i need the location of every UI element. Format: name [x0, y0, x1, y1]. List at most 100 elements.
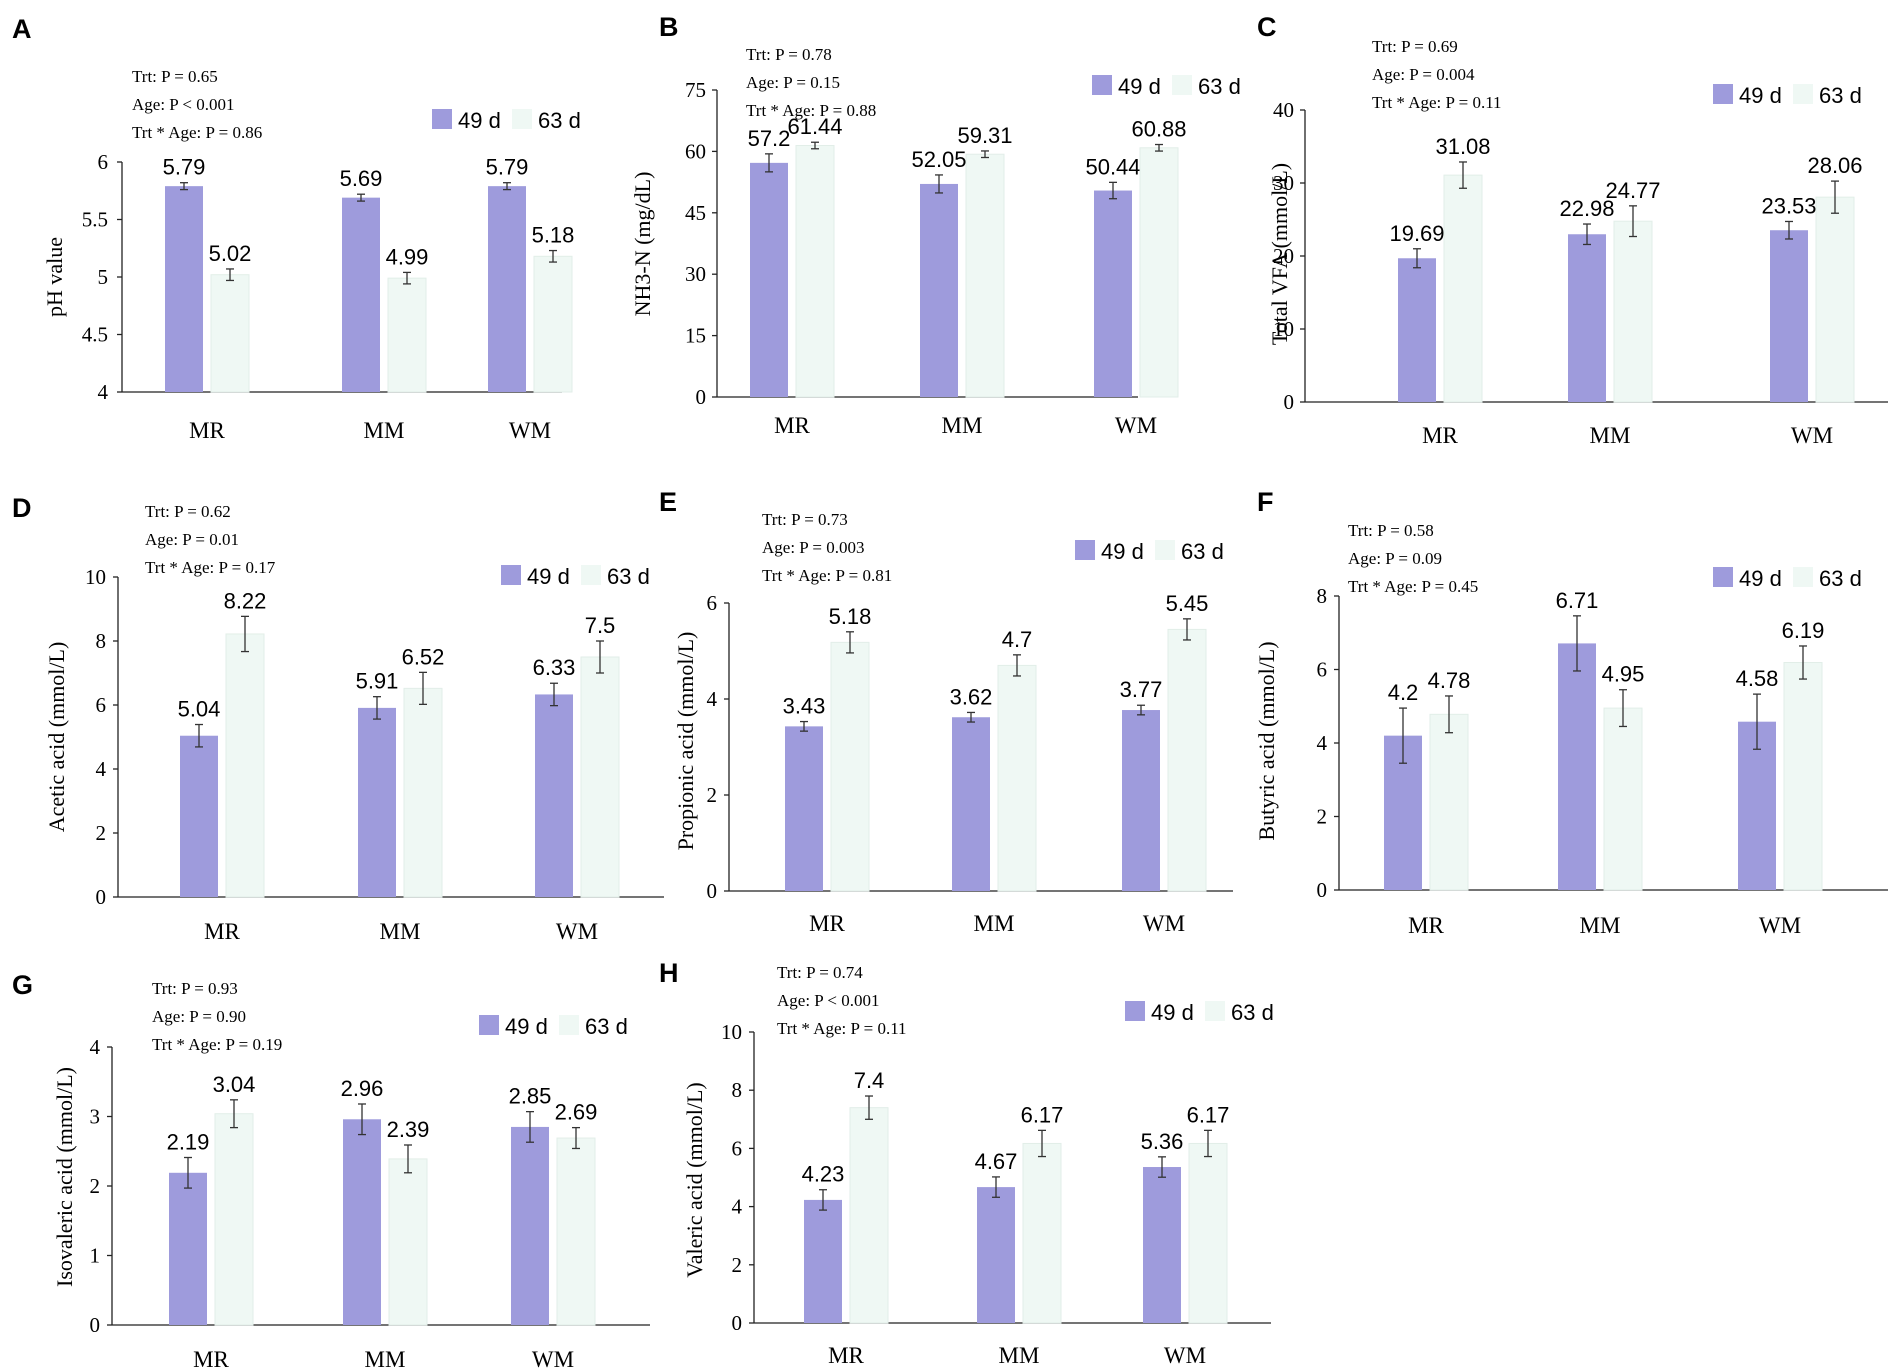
data-label: 6.17	[1187, 1102, 1230, 1127]
data-label: 52.05	[911, 147, 966, 172]
legend-swatch	[559, 1015, 579, 1035]
stat-line: Trt * Age: P = 0.11	[777, 1019, 907, 1038]
x-category-label: WM	[1759, 913, 1801, 938]
bar-63d	[210, 274, 250, 393]
y-axis-label: Acetic acid (mmol/L)	[44, 642, 69, 833]
y-tick-label: 6	[98, 150, 109, 174]
data-label: 4.58	[1736, 666, 1779, 691]
data-label: 3.04	[213, 1072, 256, 1097]
y-tick-label: 6	[707, 591, 718, 615]
legend-label: 49 d	[1151, 1000, 1194, 1025]
data-label: 5.91	[356, 669, 399, 694]
data-label: 5.45	[1166, 591, 1209, 616]
bar-49d	[180, 735, 218, 897]
bar-49d	[750, 162, 788, 397]
data-label: 5.18	[829, 604, 872, 629]
stat-line: Trt * Age: P = 0.81	[762, 566, 892, 585]
data-label: 22.98	[1559, 196, 1614, 221]
data-label: 4.2	[1388, 680, 1419, 705]
legend-label: 63 d	[1181, 539, 1224, 564]
x-category-label: WM	[1164, 1343, 1206, 1368]
legend-label: 63 d	[1198, 74, 1241, 99]
legend-swatch	[1092, 75, 1112, 95]
y-tick-label: 2	[96, 821, 107, 845]
y-axis-label: pH value	[42, 237, 67, 317]
y-tick-label: 6	[732, 1136, 743, 1160]
panel-letter: H	[659, 958, 679, 988]
bar-63d	[387, 277, 427, 393]
legend-swatch	[1075, 540, 1095, 560]
stat-line: Trt: P = 0.74	[777, 963, 863, 982]
x-category-label: WM	[1791, 423, 1833, 448]
legend-label: 49 d	[1118, 74, 1161, 99]
data-label: 5.02	[209, 241, 252, 266]
stat-line: Trt: P = 0.62	[145, 502, 231, 521]
bar-63d	[214, 1113, 254, 1326]
data-label: 2.39	[387, 1117, 430, 1142]
data-label: 31.08	[1435, 134, 1490, 159]
y-tick-label: 4	[90, 1035, 101, 1059]
bar-63d	[556, 1137, 596, 1326]
bar-49d	[952, 717, 990, 891]
legend-label: 63 d	[1819, 566, 1862, 591]
data-label: 4.95	[1602, 662, 1645, 687]
panel-h: H Trt: P = 0.74 Age: P < 0.001 Trt * Age: P…	[659, 958, 1274, 1368]
data-label: 57.2	[748, 126, 791, 151]
x-category-label: MM	[365, 1347, 406, 1371]
data-label: 23.53	[1761, 193, 1816, 218]
stat-line: Trt: P = 0.93	[152, 979, 238, 998]
y-tick-label: 4	[707, 687, 718, 711]
stat-line: Trt * Age: P = 0.86	[132, 123, 262, 142]
bar-63d	[580, 656, 620, 898]
data-label: 50.44	[1085, 154, 1140, 179]
bar-63d	[1167, 628, 1207, 892]
legend-swatch	[1793, 567, 1813, 587]
stat-line: Trt * Age: P = 0.17	[145, 558, 276, 577]
y-tick-label: 40	[1273, 98, 1294, 122]
x-category-label: MR	[193, 1347, 229, 1371]
legend-label: 49 d	[458, 108, 501, 133]
data-label: 2.69	[555, 1100, 598, 1125]
x-category-label: MR	[809, 911, 845, 936]
y-tick-label: 45	[685, 201, 706, 225]
y-tick-label: 0	[96, 885, 107, 909]
bar-63d	[965, 153, 1005, 398]
panel-letter: F	[1257, 487, 1274, 517]
bar-49d	[342, 197, 380, 392]
data-label: 6.52	[402, 644, 445, 669]
bar-49d	[785, 726, 823, 891]
x-category-label: MM	[999, 1343, 1040, 1368]
legend-label: 63 d	[538, 108, 581, 133]
x-category-label: MM	[942, 413, 983, 438]
y-tick-label: 10	[721, 1020, 742, 1044]
data-label: 5.79	[486, 155, 529, 180]
legend-swatch	[501, 565, 521, 585]
data-label: 28.06	[1807, 153, 1862, 178]
bar-49d	[1122, 710, 1160, 891]
legend-swatch	[432, 109, 452, 129]
stat-line: Trt * Age: P = 0.88	[746, 101, 876, 120]
data-label: 5.36	[1141, 1129, 1184, 1154]
legend-swatch	[1172, 75, 1192, 95]
y-axis-label: Valeric acid (mmol/L)	[682, 1082, 707, 1277]
panel-d: D Trt: P = 0.62 Age: P = 0.01 Trt * Age: P …	[12, 493, 664, 944]
y-axis-label: Total VFA (mmol/L)	[1267, 163, 1292, 345]
bar-49d	[1398, 258, 1436, 402]
stat-line: Trt * Age: P = 0.19	[152, 1035, 282, 1054]
stat-line: Trt * Age: P = 0.11	[1372, 93, 1502, 112]
legend-swatch	[1793, 84, 1813, 104]
legend-swatch	[581, 565, 601, 585]
bar-63d	[1613, 220, 1653, 403]
bar-63d	[795, 145, 835, 398]
data-label: 24.77	[1605, 178, 1660, 203]
data-label: 4.99	[386, 244, 429, 269]
y-tick-label: 5	[98, 265, 109, 289]
panel-f: F Trt: P = 0.58 Age: P = 0.09 Trt * Age: P …	[1254, 487, 1888, 938]
y-tick-label: 2	[732, 1253, 743, 1277]
x-category-label: MM	[380, 919, 421, 944]
data-label: 2.85	[509, 1084, 552, 1109]
stat-line: Age: P < 0.001	[132, 95, 234, 114]
bar-49d	[169, 1172, 207, 1325]
x-category-label: MM	[1580, 913, 1621, 938]
legend-label: 63 d	[607, 564, 650, 589]
